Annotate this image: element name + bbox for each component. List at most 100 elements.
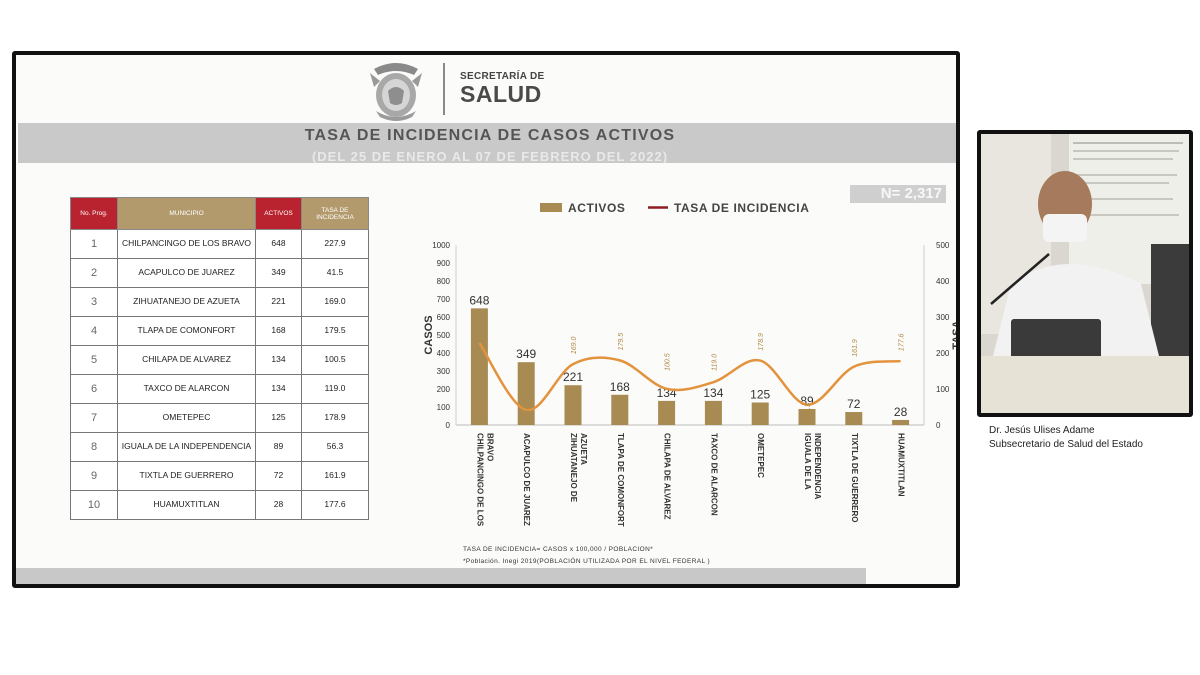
presentation-slide: SECRETARÍA DE SALUD TASA DE INCIDENCIA D…: [12, 51, 960, 588]
row-activos: 72: [255, 461, 302, 491]
y2-tick-label: 400: [936, 277, 950, 286]
y-tick-label: 900: [437, 259, 451, 268]
bar-activos: [751, 402, 769, 425]
y-tick-label: 400: [437, 349, 451, 358]
row-municipio: CHILPANCINGO DE LOS BRAVO: [117, 229, 256, 259]
logo-divider: [443, 63, 445, 115]
legend-label-tasa: TASA DE INCIDENCIA: [674, 201, 809, 215]
y-tick-label: 1000: [432, 241, 450, 250]
y2-tick-label: 200: [936, 349, 950, 358]
row-municipio: IGUALA DE LA INDEPENDENCIA: [117, 432, 256, 462]
table-row: 10 HUAMUXTITLAN 28 177.6: [70, 490, 369, 520]
title-band: [18, 123, 956, 163]
row-number: 7: [70, 403, 118, 433]
row-municipio: ZIHUATANEJO DE AZUETA: [117, 287, 256, 317]
bar-value-label: 221: [563, 370, 583, 384]
table-body: 1 CHILPANCINGO DE LOS BRAVO 648 227.9 2 ACAPU…: [70, 229, 369, 520]
row-activos: 89: [255, 432, 302, 462]
bar-value-label: 648: [469, 293, 489, 307]
x-category-label: TAXCO DE ALARCON: [709, 433, 718, 516]
table-header-activos: ACTIVOS: [255, 197, 302, 230]
footnote-formula: TASA DE INCIDENCIA= CASOS x 100,000 / PO…: [463, 546, 654, 553]
bar-activos: [658, 400, 676, 425]
row-activos: 28: [255, 490, 302, 520]
line-value-label: 161.9: [852, 339, 859, 357]
speaker-name: Dr. Jesús Ulises Adame: [989, 425, 1095, 436]
y-tick-label: 600: [437, 313, 451, 322]
table-header-tasa: TASA DE INCIDENCIA: [301, 197, 369, 230]
x-category-label: ZIHUATANEJO DE: [569, 433, 578, 503]
y-tick-label: 100: [437, 403, 451, 412]
line-value-label: 41.5: [524, 403, 531, 417]
x-category-label: IGUALA DE LA: [803, 433, 812, 490]
row-tasa: 177.6: [301, 490, 369, 520]
table-row: 2 ACAPULCO DE JUAREZ 349 41.5: [70, 258, 369, 288]
table-header-no: No. Prog.: [70, 197, 118, 230]
table-row: 6 TAXCO DE ALARCON 134 119.0: [70, 374, 369, 404]
y2-axis-title: TASA: [951, 320, 956, 349]
municipality-table-wrap: No. Prog. MUNICIPIO ACTIVOS TASA DE INCI…: [70, 197, 369, 520]
row-municipio: CHILAPA DE ALVAREZ: [117, 345, 256, 375]
row-tasa: 119.0: [301, 374, 369, 404]
y2-tick-label: 500: [936, 241, 950, 250]
x-category-label: TLAPA DE COMONFORT: [616, 433, 625, 527]
row-activos: 221: [255, 287, 302, 317]
x-category-label: CHILAPA DE ALVAREZ: [663, 433, 672, 520]
table-row: 9 TIXTLA DE GUERRERO 72 161.9: [70, 461, 369, 491]
guerrero-seal-logo: [370, 63, 422, 121]
bar-value-label: 349: [516, 347, 536, 361]
table-row: 1 CHILPANCINGO DE LOS BRAVO 648 227.9: [70, 229, 369, 259]
total-n-badge: N= 2,317: [850, 185, 946, 203]
bar-value-label: 72: [847, 397, 861, 411]
bar-activos: [845, 412, 863, 425]
bar-activos: [798, 408, 816, 425]
y-tick-label: 500: [437, 331, 451, 340]
row-tasa: 100.5: [301, 345, 369, 375]
y-tick-label: 800: [437, 277, 451, 286]
x-category-label: INDEPENDENCIA: [813, 433, 822, 499]
x-category-label: TIXTLA DE GUERRERO: [850, 433, 859, 522]
y2-tick-label: 100: [936, 385, 950, 394]
line-value-label: 177.6: [899, 333, 906, 351]
row-tasa: 41.5: [301, 258, 369, 288]
x-category-label: BRAVO: [485, 433, 494, 461]
bottom-band: [16, 568, 866, 584]
speaker-photo: [981, 134, 1189, 413]
row-municipio: ACAPULCO DE JUAREZ: [117, 258, 256, 288]
row-number: 8: [70, 432, 118, 462]
row-municipio: HUAMUXTITLAN: [117, 490, 256, 520]
row-municipio: TAXCO DE ALARCON: [117, 374, 256, 404]
row-tasa: 179.5: [301, 316, 369, 346]
row-number: 1: [70, 229, 118, 259]
line-value-label: 169.0: [571, 337, 578, 355]
bar-value-label: 28: [894, 405, 908, 419]
municipality-table: No. Prog. MUNICIPIO ACTIVOS TASA DE INCI…: [70, 197, 369, 520]
bar-activos: [470, 308, 488, 425]
x-category-label: CHILPANCINGO DE LOS: [475, 433, 484, 527]
row-number: 6: [70, 374, 118, 404]
legend-label-activos: ACTIVOS: [568, 201, 626, 215]
row-number: 2: [70, 258, 118, 288]
row-number: 5: [70, 345, 118, 375]
bar-value-label: 125: [750, 388, 770, 402]
row-number: 9: [70, 461, 118, 491]
row-tasa: 178.9: [301, 403, 369, 433]
bar-value-label: 134: [703, 386, 723, 400]
bar-activos: [704, 400, 722, 425]
row-municipio: OMETEPEC: [117, 403, 256, 433]
y-tick-label: 300: [437, 367, 451, 376]
line-value-label: 227.9: [477, 399, 484, 418]
bar-activos: [564, 385, 582, 425]
y-tick-label: 0: [446, 421, 451, 430]
speaker-role: Subsecretario de Salud del Estado: [989, 439, 1143, 450]
table-header-municipio: MUNICIPIO: [117, 197, 256, 230]
row-tasa: 161.9: [301, 461, 369, 491]
x-category-label: AZUETA: [579, 433, 588, 465]
combo-chart: ACTIVOS TASA DE INCIDENCIA 0 100 200 300 400 50…: [423, 201, 956, 527]
slide-subtitle: (DEL 25 DE ENERO AL 07 DE FEBRERO DEL 20…: [311, 149, 669, 164]
line-value-label: 119.0: [711, 354, 718, 371]
row-municipio: TLAPA DE COMONFORT: [117, 316, 256, 346]
table-row: 3 ZIHUATANEJO DE AZUETA 221 169.0: [70, 287, 369, 317]
y2-tick-label: 0: [936, 421, 941, 430]
line-value-label: 179.5: [618, 333, 625, 351]
